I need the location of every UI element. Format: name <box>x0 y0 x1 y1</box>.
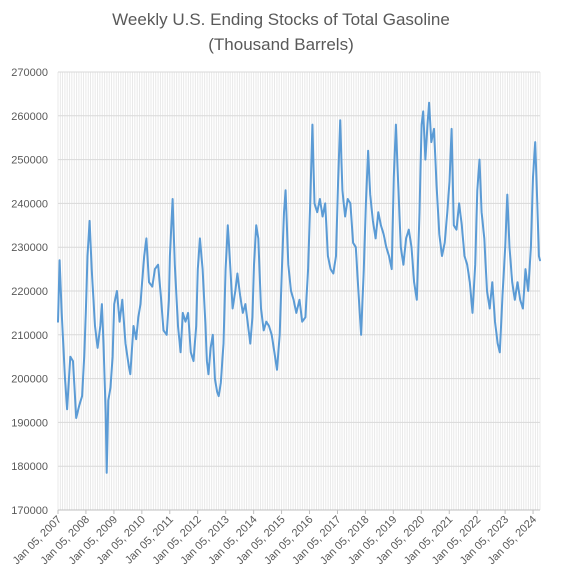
y-tick-label: 230000 <box>11 242 48 254</box>
y-tick-label: 250000 <box>11 155 48 167</box>
chart-subtitle: (Thousand Barrels) <box>208 35 354 54</box>
y-tick-label: 240000 <box>11 198 48 210</box>
y-tick-label: 170000 <box>11 505 48 517</box>
y-tick-label: 190000 <box>11 417 48 429</box>
chart-title: Weekly U.S. Ending Stocks of Total Gasol… <box>112 10 450 29</box>
y-tick-label: 260000 <box>11 111 48 123</box>
y-tick-label: 270000 <box>11 67 48 79</box>
y-tick-label: 210000 <box>11 330 48 342</box>
series-line <box>57 101 541 474</box>
y-tick-label: 200000 <box>11 374 48 386</box>
y-tick-label: 180000 <box>11 461 48 473</box>
y-tick-label: 220000 <box>11 286 48 298</box>
